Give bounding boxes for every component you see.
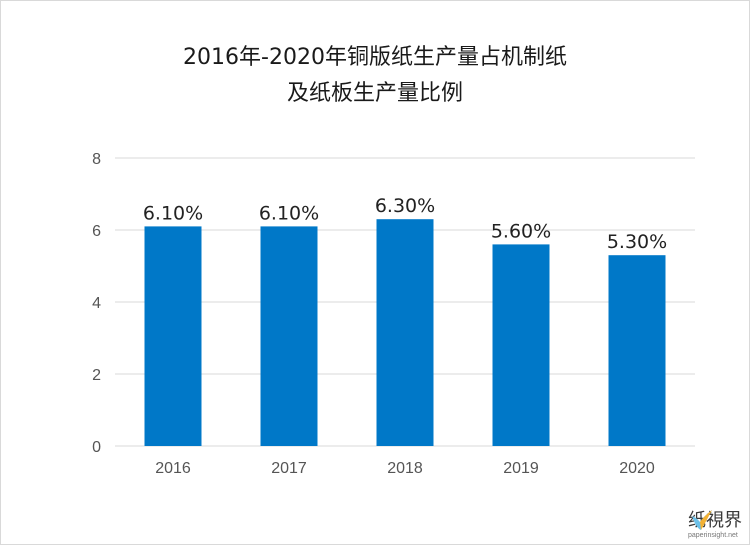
y-tick-label: 4 (92, 295, 101, 312)
watermark-url: paperinsight.net (688, 532, 738, 539)
x-tick-label: 2020 (619, 460, 655, 477)
y-tick-label: 2 (92, 367, 101, 384)
watermark: 纸視界 paperinsight.net (688, 506, 742, 539)
x-tick-label: 2017 (271, 460, 307, 477)
data-label: 6.30% (375, 195, 435, 217)
x-tick-label: 2016 (155, 460, 191, 477)
x-tick-label: 2019 (503, 460, 539, 477)
data-label: 5.30% (607, 231, 667, 253)
chart-title: 2016年-2020年铜版纸生产量占机制纸 及纸板生产量比例 (0, 40, 750, 112)
data-label: 5.60% (491, 220, 551, 242)
data-label: 6.10% (259, 202, 319, 224)
chart-title-line1: 2016年-2020年铜版纸生产量占机制纸 (183, 45, 567, 70)
chart-title-line2: 及纸板生产量比例 (286, 81, 463, 106)
bar (144, 226, 202, 446)
y-tick-label: 0 (92, 439, 101, 456)
bar (608, 255, 666, 446)
watermark-logo-icon (692, 510, 712, 530)
data-label: 6.10% (143, 202, 203, 224)
y-tick-label: 8 (92, 151, 101, 168)
y-tick-label: 6 (92, 223, 101, 240)
x-tick-label: 2018 (387, 460, 423, 477)
bar (492, 244, 550, 446)
bar (260, 226, 318, 446)
bar (376, 219, 434, 446)
